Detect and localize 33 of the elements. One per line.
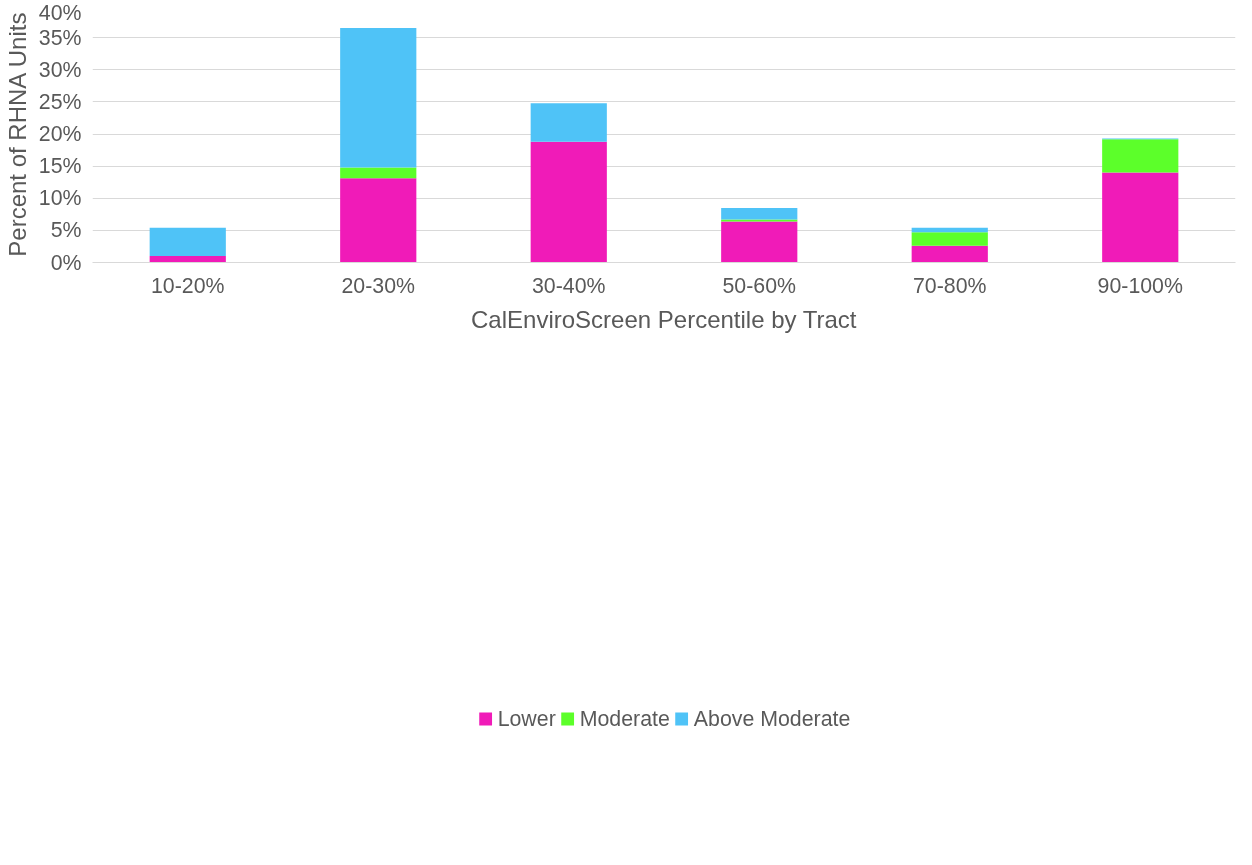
y-tick-label: 35% [38, 25, 82, 50]
bar [149, 256, 226, 263]
bar [911, 245, 988, 263]
bar [340, 178, 417, 263]
x-tick-label: 50-60% [722, 273, 797, 298]
y-tick-label: 15% [38, 154, 82, 179]
bar [340, 167, 417, 179]
bar [530, 103, 607, 142]
bar [340, 27, 417, 168]
x-tick-label: 90-100% [1097, 273, 1183, 298]
x-tick-label: 10-20% [150, 273, 225, 298]
y-tick-label: 0% [50, 250, 82, 275]
bar [911, 232, 988, 246]
bar [721, 221, 798, 263]
bar [149, 227, 226, 257]
y-tick-label: 25% [38, 89, 82, 114]
bar [1102, 172, 1179, 263]
bar [530, 141, 607, 263]
legend-label: Lower [497, 706, 556, 732]
y-axis-title: Percent of RHNA Units [3, 12, 31, 257]
bar [721, 207, 798, 220]
bar [1102, 139, 1179, 173]
y-tick-label: 10% [38, 186, 82, 211]
y-tick-label: 20% [38, 122, 82, 146]
x-tick-label: 30-40% [531, 273, 606, 298]
legend-label: Above Moderate [693, 706, 851, 732]
x-tick-label: 20-30% [341, 273, 416, 298]
x-tick-label: 70-80% [912, 273, 987, 298]
x-axis-title: CalEnviroScreen Percentile by Tract [471, 305, 857, 333]
y-tick-label: 40% [38, 0, 82, 25]
y-tick-label: 5% [50, 218, 82, 243]
y-tick-label: 30% [38, 57, 82, 82]
legend-label: Moderate [579, 706, 670, 732]
